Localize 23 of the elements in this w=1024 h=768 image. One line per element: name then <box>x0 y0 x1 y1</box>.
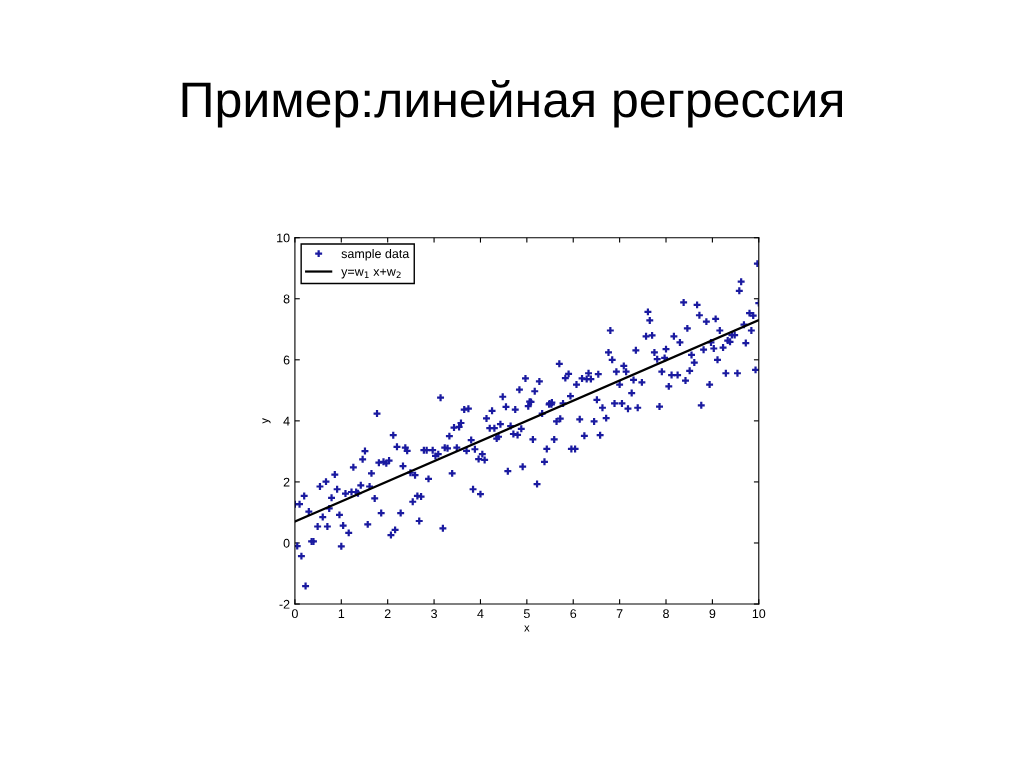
x-tick-label: 5 <box>523 609 530 619</box>
x-axis-title: x <box>524 625 530 632</box>
y-tick-label: 6 <box>283 355 290 365</box>
x-tick-label: 0 <box>291 609 298 619</box>
y-tick-label: 0 <box>283 538 290 548</box>
x-tick-label: 3 <box>431 609 437 619</box>
y-tick-label: 4 <box>283 416 290 426</box>
legend-label: sample data <box>341 248 410 261</box>
x-tick-label: 1 <box>338 609 345 618</box>
legend-label: y=w$_{1}$ x+w$_{2}$ <box>341 268 401 279</box>
y-tick-label: 10 <box>277 233 290 243</box>
y-axis-title: y <box>262 418 271 424</box>
x-tick-label: 7 <box>616 609 623 618</box>
y-tick-label: -2 <box>279 599 290 609</box>
y-tick-label: 8 <box>283 294 290 304</box>
x-tick-label: 4 <box>477 609 484 618</box>
x-tick-label: 8 <box>663 609 669 619</box>
chart-title: Пример:линейная регрессия <box>182 79 842 128</box>
y-tick-label: 2 <box>283 477 290 487</box>
x-tick-label: 6 <box>570 609 577 619</box>
x-tick-label: 9 <box>709 609 716 619</box>
x-tick-label: 10 <box>752 609 766 619</box>
x-tick-label: 2 <box>384 609 391 618</box>
